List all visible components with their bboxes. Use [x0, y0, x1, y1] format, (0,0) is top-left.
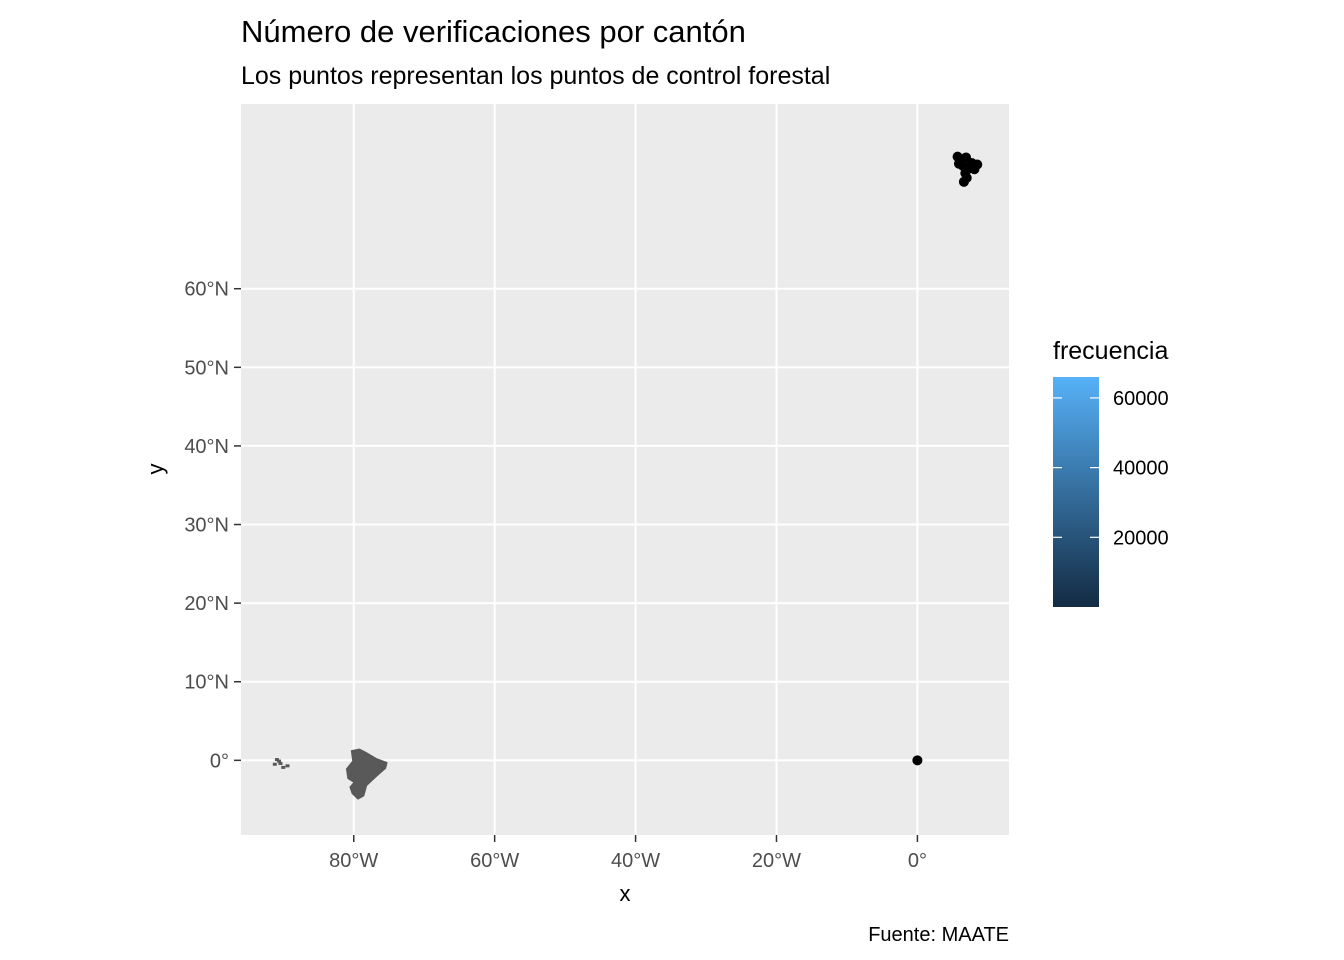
legend-tick-label: 40000: [1113, 458, 1169, 480]
control-point: [912, 755, 923, 766]
galapagos-island: [272, 762, 277, 766]
galapagos-island: [278, 761, 283, 765]
legend-tick-label: 60000: [1113, 388, 1169, 410]
y-tick-label: 50°N: [184, 357, 229, 379]
legend-title: frecuencia: [1053, 337, 1168, 365]
galapagos-island: [274, 758, 279, 762]
plot-panel: [241, 104, 1009, 835]
x-tick-label: 20°W: [752, 850, 801, 872]
x-tick-label: 80°W: [329, 850, 378, 872]
control-point: [958, 176, 969, 187]
control-point: [953, 158, 964, 169]
legend-colorbar: [1053, 377, 1099, 607]
galapagos-island: [277, 759, 282, 763]
y-tick-label: 20°N: [184, 593, 229, 615]
color-legend: frecuencia 20000 40000 60000: [1053, 337, 1169, 607]
x-axis-title: x: [620, 881, 631, 906]
plot-subtitle: Los puntos representan los puntos de con…: [241, 62, 830, 90]
plot-title: Número de verificaciones por cantón: [241, 14, 746, 49]
map-layers: [272, 151, 983, 800]
x-tick-label: 40°W: [611, 850, 660, 872]
galapagos-island: [281, 765, 286, 769]
y-tick-label: 0°: [210, 750, 229, 772]
control-point: [969, 164, 980, 175]
axes: 80°W 60°W 40°W 20°W 0° 0° 10°N 20°N 30°N 40°N 50°N…: [184, 279, 927, 872]
legend-ticks: 20000 40000 60000: [1053, 388, 1169, 549]
ecuador-mainland-polygon: [345, 748, 388, 800]
y-tick-label: 40°N: [184, 436, 229, 458]
y-tick-label: 60°N: [184, 279, 229, 301]
y-axis-title: y: [143, 464, 168, 475]
legend-tick-label: 20000: [1113, 527, 1169, 549]
y-tick-label: 10°N: [184, 672, 229, 694]
x-tick-label: 60°W: [470, 850, 519, 872]
y-tick-label: 30°N: [184, 515, 229, 537]
x-tick-label: 0°: [908, 850, 927, 872]
galapagos-island: [285, 764, 290, 768]
plot-caption: Fuente: MAATE: [868, 924, 1009, 946]
